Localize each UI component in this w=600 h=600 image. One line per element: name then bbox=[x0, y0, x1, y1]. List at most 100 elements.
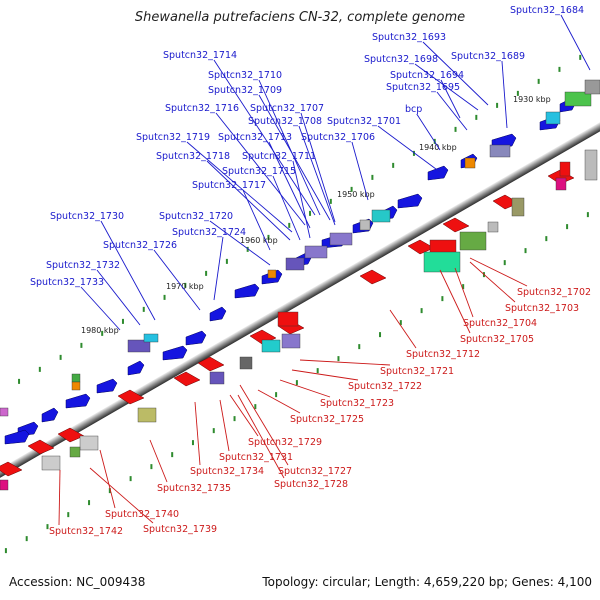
gene-label-forward[interactable]: Sputcn32_1713 bbox=[218, 132, 292, 143]
gene-arrow-reverse[interactable] bbox=[407, 239, 435, 255]
gene-block-reverse[interactable] bbox=[511, 197, 525, 217]
gene-block[interactable] bbox=[359, 219, 371, 231]
gene-block[interactable] bbox=[371, 209, 391, 223]
gene-label-forward[interactable]: Sputcn32_1709 bbox=[208, 85, 282, 96]
gene-block-reverse[interactable] bbox=[459, 231, 487, 251]
gene-arrow-reverse[interactable] bbox=[117, 389, 145, 405]
gene-block[interactable] bbox=[545, 111, 561, 125]
gene-block-reverse[interactable] bbox=[209, 371, 225, 385]
gene-block-reverse[interactable] bbox=[239, 356, 253, 370]
gene-block-reverse[interactable] bbox=[423, 251, 461, 273]
gene-label-forward[interactable]: Sputcn32_1708 bbox=[248, 116, 322, 127]
gene-label-forward[interactable]: Sputcn32_1711 bbox=[242, 151, 316, 162]
gene-label-reverse[interactable]: Sputcn32_1704 bbox=[463, 318, 537, 329]
gene-label-reverse[interactable]: Sputcn32_1734 bbox=[190, 466, 264, 477]
gene-label-reverse[interactable]: Sputcn32_1705 bbox=[460, 334, 534, 345]
gene-block[interactable] bbox=[143, 333, 159, 343]
gene-block-reverse[interactable] bbox=[555, 177, 567, 191]
gene-label-forward[interactable]: Sputcn32_1689 bbox=[451, 51, 525, 62]
gene-label-forward[interactable]: Sputcn32_1733 bbox=[30, 277, 104, 288]
gene-block-reverse[interactable] bbox=[559, 161, 571, 177]
gene-arrow-forward[interactable] bbox=[4, 429, 30, 445]
gene-label-reverse[interactable]: Sputcn32_1742 bbox=[49, 526, 123, 537]
gene-block[interactable] bbox=[329, 232, 353, 246]
gene-block-reverse[interactable] bbox=[0, 479, 9, 491]
gene-label-forward[interactable]: Sputcn32_1726 bbox=[103, 240, 177, 251]
gene-block-reverse[interactable] bbox=[281, 333, 301, 349]
gene-arrow-reverse[interactable] bbox=[57, 427, 85, 443]
gene-label-reverse[interactable]: Sputcn32_1729 bbox=[248, 437, 322, 448]
gene-label-forward[interactable]: Sputcn32_1695 bbox=[386, 82, 460, 93]
gene-block-reverse[interactable] bbox=[277, 311, 299, 327]
gene-arrow-forward[interactable] bbox=[234, 283, 260, 299]
gene-label-forward[interactable]: Sputcn32_1706 bbox=[301, 132, 375, 143]
gene-label-forward[interactable]: bcp bbox=[405, 104, 422, 115]
gene-label-reverse[interactable]: Sputcn32_1721 bbox=[380, 366, 454, 377]
gene-label-forward[interactable]: Sputcn32_1719 bbox=[136, 132, 210, 143]
gene-block[interactable] bbox=[584, 79, 600, 95]
gene-arrow-forward[interactable] bbox=[397, 193, 423, 209]
gene-block[interactable] bbox=[127, 339, 151, 353]
gene-label-reverse[interactable]: Sputcn32_1722 bbox=[348, 381, 422, 392]
gene-arrow-forward[interactable] bbox=[162, 345, 188, 361]
gene-arrow-reverse[interactable] bbox=[442, 217, 470, 233]
gene-block-reverse[interactable] bbox=[261, 339, 281, 353]
gene-block[interactable] bbox=[0, 407, 9, 417]
gene-label-forward[interactable]: Sputcn32_1730 bbox=[50, 211, 124, 222]
gene-block-reverse[interactable] bbox=[79, 435, 99, 451]
leader-line bbox=[414, 63, 479, 111]
gene-arrow-forward[interactable] bbox=[41, 407, 59, 423]
gene-label-reverse[interactable]: Sputcn32_1723 bbox=[320, 398, 394, 409]
gene-arrow-reverse[interactable] bbox=[0, 461, 23, 477]
gene-label-forward[interactable]: Sputcn32_1717 bbox=[192, 180, 266, 191]
gene-block[interactable] bbox=[489, 144, 511, 158]
gene-label-reverse[interactable]: Sputcn32_1731 bbox=[219, 452, 293, 463]
gene-block[interactable] bbox=[464, 157, 476, 169]
gene-label-reverse[interactable]: Sputcn32_1735 bbox=[157, 483, 231, 494]
gene-label-forward[interactable]: Sputcn32_1698 bbox=[364, 54, 438, 65]
gene-block[interactable] bbox=[564, 91, 592, 107]
gene-block[interactable] bbox=[267, 269, 277, 279]
gene-block-reverse[interactable] bbox=[41, 455, 61, 471]
gene-label-forward[interactable]: Sputcn32_1701 bbox=[327, 116, 401, 127]
gene-arrow-forward[interactable] bbox=[427, 165, 449, 181]
gene-label-forward[interactable]: Sputcn32_1715 bbox=[222, 166, 296, 177]
gene-label-reverse[interactable]: Sputcn32_1739 bbox=[143, 524, 217, 535]
gene-label-forward[interactable]: Sputcn32_1720 bbox=[159, 211, 233, 222]
gene-block[interactable] bbox=[304, 245, 328, 259]
gene-label-reverse[interactable]: Sputcn32_1702 bbox=[517, 287, 591, 298]
gene-label-reverse[interactable]: Sputcn32_1728 bbox=[274, 479, 348, 490]
gene-label-reverse[interactable]: Sputcn32_1703 bbox=[505, 303, 579, 314]
gene-label-forward[interactable]: Sputcn32_1714 bbox=[163, 50, 237, 61]
gene-label-reverse[interactable]: Sputcn32_1740 bbox=[105, 509, 179, 520]
gene-arrow-reverse[interactable] bbox=[173, 371, 201, 387]
gene-label-reverse[interactable]: Sputcn32_1727 bbox=[278, 466, 352, 477]
gene-block-reverse[interactable] bbox=[487, 221, 499, 233]
gene-label-reverse[interactable]: Sputcn32_1725 bbox=[290, 414, 364, 425]
gene-label-forward[interactable]: Sputcn32_1707 bbox=[250, 103, 324, 114]
gene-block[interactable] bbox=[71, 373, 81, 383]
gene-block[interactable] bbox=[285, 257, 305, 271]
gene-block[interactable] bbox=[71, 381, 81, 391]
gene-label-forward[interactable]: Sputcn32_1718 bbox=[156, 151, 230, 162]
gene-block-reverse[interactable] bbox=[584, 149, 598, 181]
gene-label-reverse[interactable]: Sputcn32_1712 bbox=[406, 349, 480, 360]
gene-label-forward[interactable]: Sputcn32_1732 bbox=[46, 260, 120, 271]
gene-arrow-forward[interactable] bbox=[127, 360, 145, 376]
gene-label-forward[interactable]: Sputcn32_1716 bbox=[165, 103, 239, 114]
gene-label-forward[interactable]: Sputcn32_1710 bbox=[208, 70, 282, 81]
gene-label-forward[interactable]: Sputcn32_1693 bbox=[372, 32, 446, 43]
gene-arrow-reverse[interactable] bbox=[197, 356, 225, 372]
gene-block-reverse[interactable] bbox=[137, 407, 157, 423]
gene-arrow-forward[interactable] bbox=[65, 393, 91, 409]
gene-arrow-forward[interactable] bbox=[96, 378, 118, 394]
gene-arrow-forward[interactable] bbox=[209, 306, 227, 322]
gene-arrow-reverse[interactable] bbox=[359, 269, 387, 285]
gene-label-forward[interactable]: Sputcn32_1694 bbox=[390, 70, 464, 81]
gene-label-forward[interactable]: Sputcn32_1724 bbox=[172, 227, 246, 238]
gene-block-reverse[interactable] bbox=[69, 446, 81, 458]
gene-label-forward[interactable]: Sputcn32_1684 bbox=[510, 5, 584, 16]
gene-arrow-reverse[interactable] bbox=[27, 439, 55, 455]
gene-arrow-forward[interactable] bbox=[185, 330, 207, 346]
